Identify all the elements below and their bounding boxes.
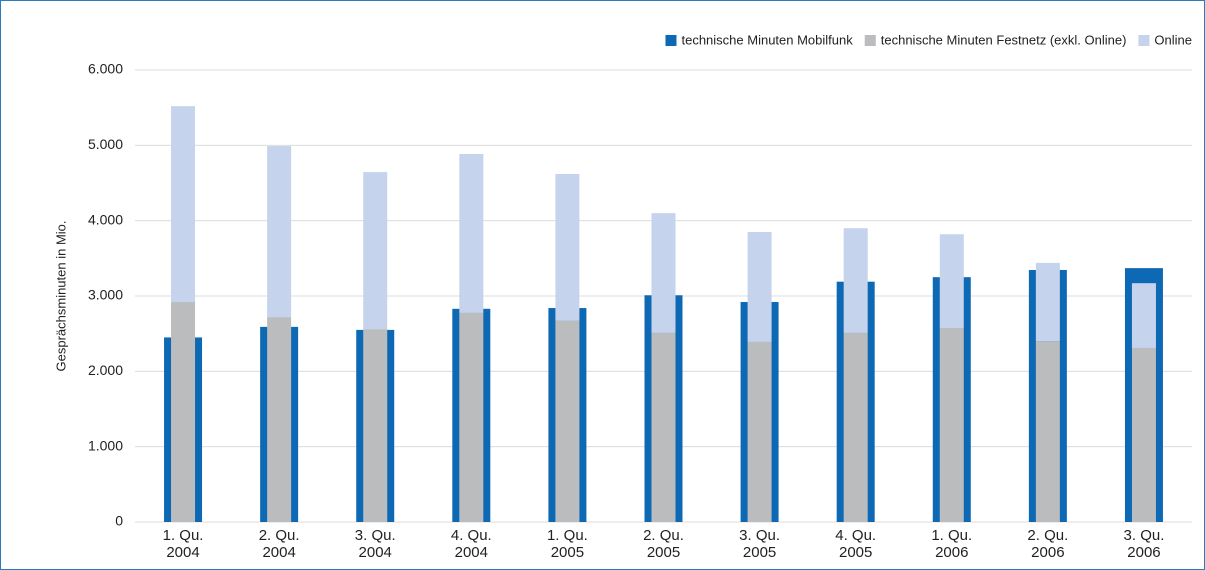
y-tick-label: 0 [115,513,123,529]
bar-segment [459,312,484,522]
bar-segment [747,341,772,522]
bar-segment [651,332,676,522]
x-tick-label: 2005 [839,544,872,561]
x-tick-label: 1. Qu. [547,527,588,544]
y-tick-label: 6.000 [88,61,123,77]
bar-segment [939,234,964,329]
x-tick-label: 2005 [551,544,584,561]
x-tick-label: 2004 [262,544,295,561]
legend-swatch [1138,35,1150,46]
bar-segment [1131,347,1156,522]
x-tick-label: 2005 [743,544,776,561]
bar-segment [363,329,388,522]
bar-segment [267,146,292,318]
legend-label: technische Minuten Mobilfunk [681,32,853,47]
bar-segment [651,213,676,333]
x-tick-label: 2004 [455,544,488,561]
y-tick-label: 5.000 [88,136,123,152]
x-tick-label: 3. Qu. [739,527,780,544]
x-tick-label: 2006 [1031,544,1064,561]
legend-label: Online [1154,32,1192,47]
bar-segment [171,302,196,522]
y-tick-label: 1.000 [88,437,123,453]
x-tick-label: 3. Qu. [1124,527,1165,544]
x-tick-label: 4. Qu. [451,527,492,544]
bar-segment [459,153,484,313]
legend-swatch [864,35,876,46]
y-tick-label: 2.000 [88,362,123,378]
x-tick-label: 2006 [1127,544,1160,561]
legend-swatch [665,35,677,46]
bar-segment [939,328,964,522]
bar-segment [1035,341,1060,522]
bar-segment [171,106,196,303]
x-tick-label: 2. Qu. [643,527,684,544]
x-tick-label: 2. Qu. [259,527,300,544]
y-axis-label: Gesprächsminuten in Mio. [53,220,68,371]
bar-segment [747,231,772,342]
bar-segment [363,172,388,330]
legend-label: technische Minuten Festnetz (exkl. Onlin… [881,32,1127,47]
bar-segment [555,173,580,321]
x-tick-label: 2006 [935,544,968,561]
x-tick-label: 2004 [166,544,199,561]
y-tick-label: 3.000 [88,287,123,303]
bar-segment [1131,283,1156,348]
x-tick-label: 2005 [647,544,680,561]
bar-segment [843,332,868,522]
bar-segment [843,228,868,333]
bar-segment [1035,262,1060,342]
x-tick-label: 1. Qu. [163,527,204,544]
x-tick-label: 2004 [359,544,392,561]
x-tick-label: 3. Qu. [355,527,396,544]
x-tick-label: 1. Qu. [931,527,972,544]
bar-segment [267,317,292,522]
bar-segment [555,320,580,522]
x-tick-label: 2. Qu. [1027,527,1068,544]
y-tick-label: 4.000 [88,211,123,227]
x-tick-label: 4. Qu. [835,527,876,544]
